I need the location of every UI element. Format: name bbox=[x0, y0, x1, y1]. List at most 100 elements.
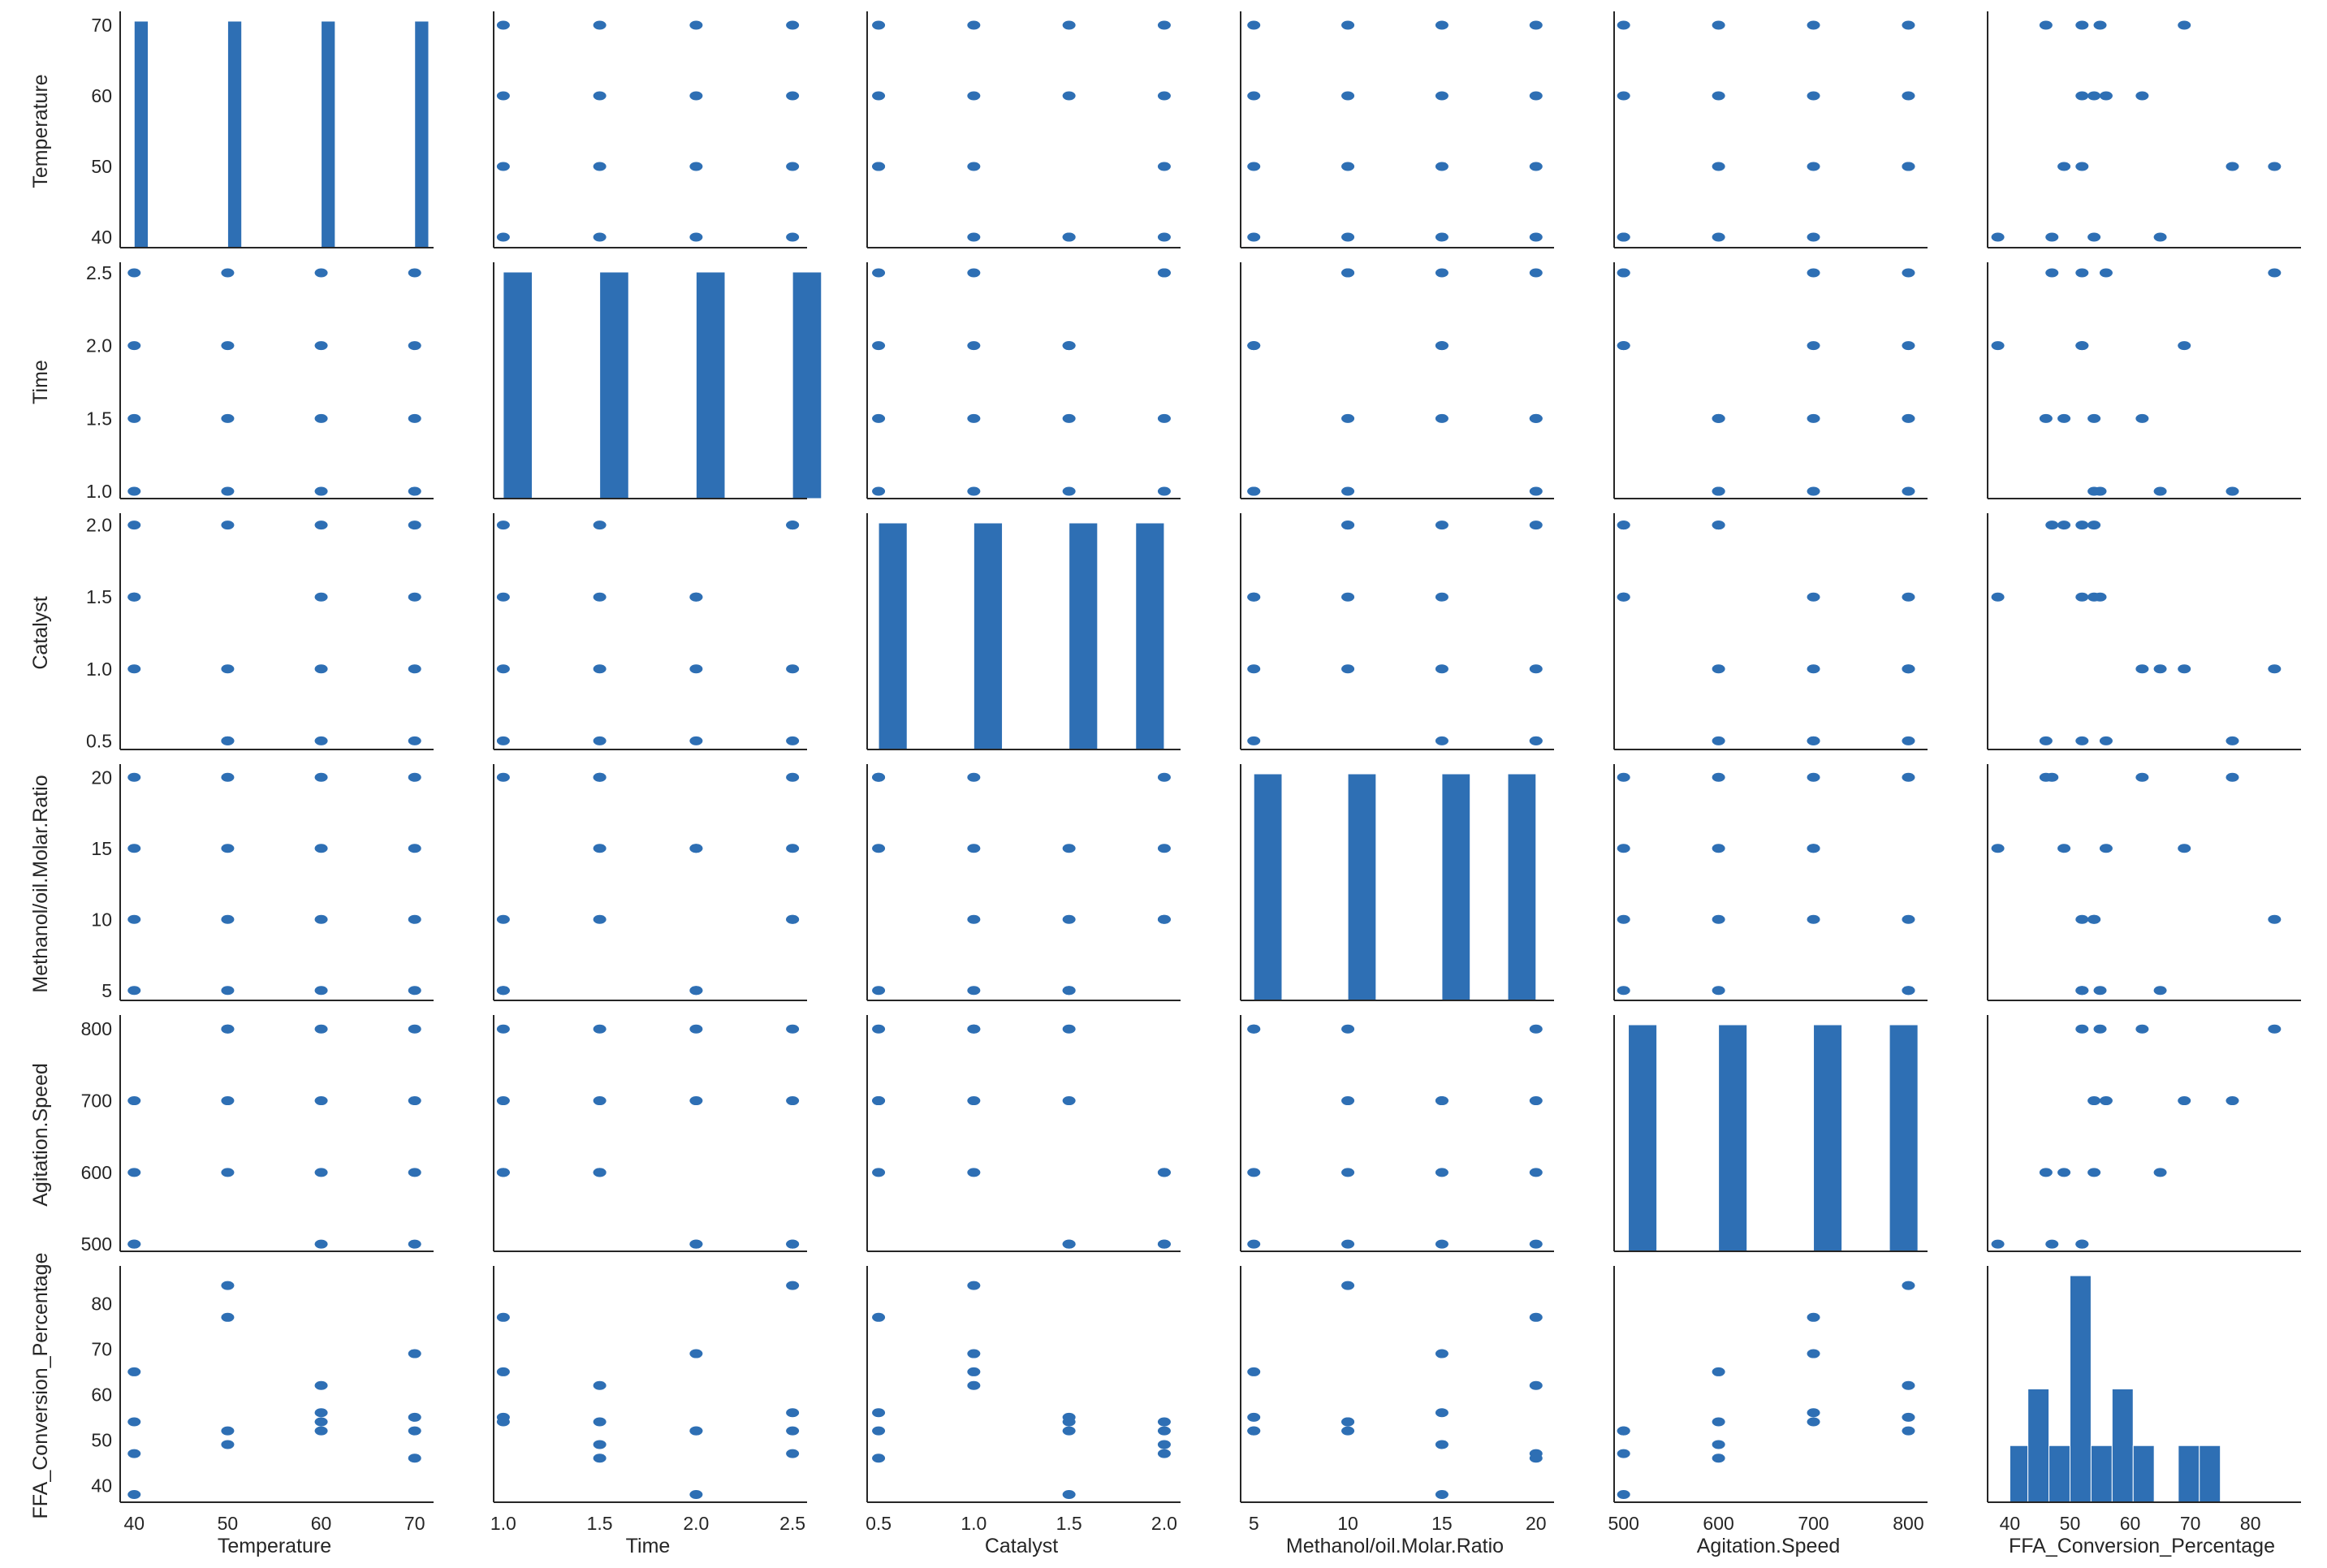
scatter-point bbox=[1341, 1426, 1355, 1436]
scatter-point bbox=[593, 521, 607, 530]
scatter-point bbox=[2093, 1024, 2107, 1034]
cell-temperature-vs-catalyst bbox=[866, 11, 1181, 248]
scatter-point bbox=[593, 162, 607, 171]
scatter-point bbox=[2135, 91, 2149, 101]
cell-methanol-oil-molar-ratio-vs-agitation-speed bbox=[1613, 764, 1928, 1001]
scatter-point bbox=[689, 162, 703, 171]
histogram-bar bbox=[2111, 1389, 2134, 1503]
scatter-point bbox=[2099, 268, 2113, 278]
y-tick-label: 10 bbox=[91, 909, 112, 930]
cell-methanol-oil-molar-ratio-vs-temperature: 5 10 15 20 Methanol/oil.Molar.Ratio bbox=[29, 764, 434, 1001]
scatter-point bbox=[1435, 1408, 1448, 1418]
scatter-point bbox=[2268, 914, 2282, 924]
y-tick-label: 600 bbox=[81, 1162, 112, 1183]
scatter-point bbox=[689, 986, 703, 996]
scatter-point bbox=[872, 268, 886, 278]
scatter-point bbox=[2093, 986, 2107, 996]
histogram-bar bbox=[2090, 1445, 2113, 1503]
scatter-point bbox=[127, 1096, 141, 1106]
scatter-point bbox=[1902, 413, 1915, 423]
scatter-point bbox=[314, 844, 328, 853]
cell-agitation-speed-vs-ffa-conversion-percentage bbox=[1987, 1015, 2301, 1252]
scatter-point bbox=[967, 91, 981, 101]
y-tick-label: 70 bbox=[91, 1338, 112, 1359]
scatter-point bbox=[221, 268, 235, 278]
scatter-point bbox=[967, 1096, 981, 1106]
scatter-point bbox=[2075, 341, 2089, 351]
scatter-point bbox=[408, 268, 421, 278]
scatter-point bbox=[967, 1024, 981, 1034]
scatter-point bbox=[1435, 1239, 1448, 1249]
y-tick-label: 80 bbox=[91, 1294, 112, 1315]
scatter-point bbox=[314, 268, 328, 278]
scatter-point bbox=[221, 986, 235, 996]
scatter-point bbox=[127, 1168, 141, 1177]
scatter-point bbox=[221, 1281, 235, 1290]
scatter-point bbox=[1902, 268, 1915, 278]
scatter-point bbox=[1617, 986, 1630, 996]
scatter-point bbox=[786, 1239, 800, 1249]
x-axis-label: FFA_Conversion_Percentage bbox=[2009, 1535, 2275, 1557]
scatter-point bbox=[1712, 1367, 1725, 1376]
scatter-point bbox=[1157, 1417, 1171, 1427]
scatter-point bbox=[496, 1168, 510, 1177]
y-axis-label: Methanol/oil.Molar.Ratio bbox=[29, 775, 52, 992]
scatter-point bbox=[1807, 486, 1820, 496]
scatter-point bbox=[408, 1454, 421, 1463]
scatter-point bbox=[221, 1168, 235, 1177]
scatter-point bbox=[1712, 413, 1725, 423]
scatter-point bbox=[314, 736, 328, 745]
scatter-point bbox=[1341, 268, 1355, 278]
scatter-point bbox=[1617, 521, 1630, 530]
scatter-point bbox=[872, 1024, 886, 1034]
cell-agitation-speed-vs-time bbox=[493, 1015, 807, 1252]
scatter-point bbox=[2039, 413, 2053, 423]
scatter-point bbox=[1435, 91, 1448, 101]
scatter-point bbox=[1617, 772, 1630, 782]
x-tick-label: 500 bbox=[1608, 1513, 1639, 1534]
histogram-bar bbox=[2027, 1389, 2050, 1503]
scatter-point bbox=[408, 664, 421, 674]
scatter-point bbox=[689, 1024, 703, 1034]
scatter-point bbox=[593, 736, 607, 745]
scatter-point bbox=[2093, 592, 2107, 602]
scatter-point bbox=[314, 1417, 328, 1427]
scatter-point bbox=[593, 772, 607, 782]
scatter-point bbox=[1247, 1239, 1261, 1249]
scatter-point bbox=[1529, 1096, 1543, 1106]
scatter-point bbox=[1902, 1426, 1915, 1436]
cell-time-vs-temperature: 1.0 1.5 2.0 2.5 Time bbox=[29, 262, 434, 502]
scatter-point bbox=[1247, 20, 1261, 30]
histogram-bar bbox=[2132, 1445, 2155, 1503]
scatter-point bbox=[786, 1096, 800, 1106]
scatter-point bbox=[1807, 268, 1820, 278]
cell-temperature-vs-methanol-oil-molar-ratio bbox=[1240, 11, 1554, 248]
scatter-point bbox=[2087, 91, 2101, 101]
scatter-point bbox=[1157, 1239, 1171, 1249]
scatter-point bbox=[1062, 91, 1076, 101]
scatter-point bbox=[872, 1426, 886, 1436]
scatter-point bbox=[2045, 232, 2059, 242]
scatter-point bbox=[1617, 20, 1630, 30]
scatter-point bbox=[1529, 1380, 1543, 1390]
scatter-point bbox=[2153, 986, 2167, 996]
scatter-point bbox=[2135, 664, 2149, 674]
scatter-point bbox=[593, 844, 607, 853]
scatter-point bbox=[1157, 844, 1171, 853]
scatter-point bbox=[221, 1096, 235, 1106]
scatter-point bbox=[2087, 521, 2101, 530]
scatter-point bbox=[2135, 1024, 2149, 1034]
scatter-point bbox=[221, 341, 235, 351]
scatter-point bbox=[2087, 413, 2101, 423]
histogram-bar bbox=[1253, 773, 1283, 1001]
scatter-point bbox=[1991, 341, 2005, 351]
scatter-point bbox=[408, 844, 421, 853]
scatter-point bbox=[1247, 592, 1261, 602]
scatter-point bbox=[872, 1454, 886, 1463]
cell-temperature-vs-time bbox=[493, 11, 807, 248]
scatter-point bbox=[221, 1426, 235, 1436]
histogram-bar bbox=[1069, 522, 1099, 750]
scatter-point bbox=[2135, 413, 2149, 423]
scatter-point bbox=[127, 1489, 141, 1499]
cell-methanol-oil-molar-ratio-vs-time bbox=[493, 764, 807, 1001]
